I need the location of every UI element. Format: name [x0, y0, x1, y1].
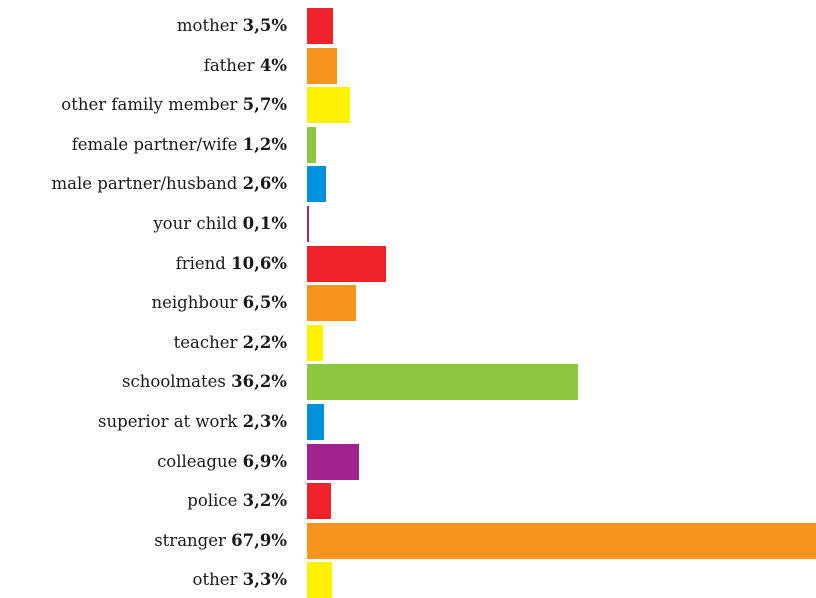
- bar: [307, 87, 350, 124]
- category-label: your child 0,1%: [0, 206, 287, 242]
- category-name: stranger: [154, 530, 226, 550]
- bar-row: your child 0,1%: [0, 206, 816, 242]
- bar-row: police 3,2%: [0, 483, 816, 520]
- bar-row: colleague 6,9%: [0, 443, 816, 480]
- bar: [307, 206, 309, 242]
- bar-row: friend 10,6%: [0, 245, 816, 282]
- bar: [307, 126, 316, 163]
- value-label: 2,3%: [242, 412, 287, 431]
- category-label: male partner/husband 2,6%: [0, 166, 287, 202]
- value-label: 3,2%: [242, 491, 287, 511]
- category-name: male partner/husband: [51, 174, 238, 194]
- bar-row: stranger 67,9%: [0, 522, 816, 559]
- category-label: friend 10,6%: [0, 246, 287, 282]
- bar-row: neighbour 6,5%: [0, 285, 816, 322]
- category-label: mother 3,5%: [0, 8, 287, 44]
- bar-row: mother 3,5%: [0, 8, 816, 44]
- bar: [307, 47, 337, 84]
- bar-row: female partner/wife 1,2%: [0, 126, 816, 163]
- category-name: father: [203, 55, 255, 75]
- bar: [307, 166, 327, 203]
- value-label: 6,5%: [242, 293, 287, 313]
- category-label: stranger 67,9%: [0, 523, 287, 559]
- value-label: 2,2%: [242, 332, 287, 352]
- value-label: 5,7%: [242, 95, 287, 115]
- category-name: mother: [176, 16, 238, 35]
- bar-row: other family member 5,7%: [0, 87, 816, 124]
- category-name: other family member: [61, 95, 238, 115]
- bar: [307, 364, 579, 401]
- category-label: neighbour 6,5%: [0, 285, 287, 321]
- value-label: 0,1%: [242, 214, 287, 233]
- value-label: 67,9%: [231, 530, 287, 550]
- value-label: 4%: [259, 55, 287, 75]
- bar-row: other 3,3%: [0, 562, 816, 598]
- category-label: teacher 2,2%: [0, 325, 287, 361]
- category-label: other 3,3%: [0, 562, 287, 598]
- bar: [307, 443, 359, 480]
- category-name: teacher: [173, 332, 238, 352]
- category-name: police: [187, 491, 238, 511]
- category-name: schoolmates: [122, 372, 226, 392]
- value-label: 36,2%: [231, 372, 287, 392]
- value-label: 2,6%: [242, 174, 287, 194]
- category-name: female partner/wife: [71, 134, 238, 154]
- value-label: 3,5%: [242, 16, 287, 35]
- bar: [307, 245, 387, 282]
- value-label: 1,2%: [242, 134, 287, 154]
- bar-chart: mother 3,5% father 4% other family member …: [0, 8, 816, 598]
- bar-row: father 4%: [0, 47, 816, 84]
- bar: [307, 324, 324, 361]
- bar-row: male partner/husband 2,6%: [0, 166, 816, 203]
- bar: [307, 483, 331, 520]
- bar: [307, 404, 325, 440]
- category-name: other: [192, 570, 238, 590]
- category-name: colleague: [157, 451, 238, 471]
- category-label: other family member 5,7%: [0, 87, 287, 123]
- category-label: superior at work 2,3%: [0, 404, 287, 440]
- category-name: friend: [175, 253, 226, 273]
- bar: [307, 562, 332, 598]
- category-name: superior at work: [98, 412, 238, 431]
- bar-row: schoolmates 36,2%: [0, 364, 816, 401]
- category-label: police 3,2%: [0, 483, 287, 519]
- category-label: colleague 6,9%: [0, 444, 287, 480]
- category-label: schoolmates 36,2%: [0, 364, 287, 400]
- bar-row: teacher 2,2%: [0, 324, 816, 361]
- value-label: 10,6%: [231, 253, 287, 273]
- bar: [307, 285, 356, 322]
- category-label: female partner/wife 1,2%: [0, 127, 287, 163]
- category-label: father 4%: [0, 48, 287, 84]
- category-name: neighbour: [151, 293, 238, 313]
- category-name: your child: [153, 214, 238, 233]
- bar: [307, 522, 816, 559]
- bar: [307, 8, 334, 44]
- value-label: 6,9%: [242, 451, 287, 471]
- value-label: 3,3%: [242, 570, 287, 590]
- bar-row: superior at work 2,3%: [0, 404, 816, 440]
